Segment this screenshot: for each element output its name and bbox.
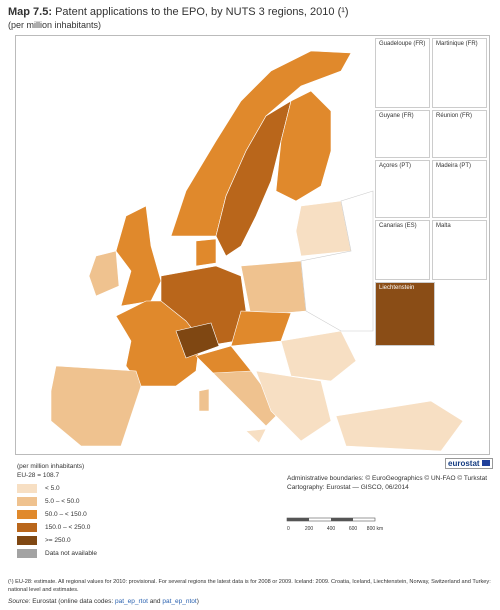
legend-swatch [17, 497, 37, 506]
region [280, 330, 357, 382]
legend-swatch [17, 536, 37, 545]
source-text: Eurostat (online data codes: [32, 598, 114, 605]
non-eu-border [300, 190, 374, 332]
legend-swatch [17, 549, 37, 558]
inset-label: Canarias (ES) [379, 223, 417, 229]
regions [50, 50, 464, 452]
data-code: pat_ep_rtot [114, 598, 148, 605]
credit: Cartography: Eurostat — GISCO, 06/2014 [287, 484, 409, 491]
inset-label: Liechtenstein [379, 285, 415, 291]
legend-swatch [17, 484, 37, 493]
region [295, 200, 352, 257]
legend-label: Data not available [45, 550, 98, 557]
map-frame: Guadeloupe (FR) Martinique (FR) Guyane (… [15, 35, 490, 455]
scale-label: 0 [287, 526, 290, 532]
source-text: ) [196, 598, 199, 605]
scale-rect [331, 518, 353, 521]
legend-label: 5.0 – < 50.0 [45, 498, 80, 505]
region [212, 370, 282, 427]
logo-flag [481, 460, 490, 466]
scale-label: 800 km [367, 526, 383, 532]
source: Source: Eurostat (online data codes: pat… [8, 598, 199, 605]
inset: Açores (PT) [375, 160, 430, 218]
logo-text: eurostat [448, 459, 480, 468]
scale-label: 200 [305, 526, 314, 532]
legend-swatch [17, 510, 37, 519]
inset-label: Réunion (FR) [436, 113, 473, 119]
logo: eurostat [445, 458, 493, 469]
data-code: pat_ep_ntot [162, 598, 197, 605]
scale-rect [287, 518, 309, 521]
region [335, 400, 464, 452]
inset-label: Madeira (PT) [436, 163, 472, 169]
legend-swatch [17, 523, 37, 532]
legend-label: >= 250.0 [45, 537, 71, 544]
inset: Martinique (FR) [432, 38, 487, 108]
inset-label: Guadeloupe (FR) [379, 41, 426, 47]
scale-bar: 0 200 400 600 800 km [286, 517, 383, 532]
legend-label: 50.0 – < 150.0 [45, 511, 87, 518]
legend-unit: (per million inhabitants) [17, 463, 85, 470]
inset-label: Açores (PT) [379, 163, 412, 169]
region [195, 238, 217, 267]
region [198, 388, 210, 412]
region [255, 370, 332, 442]
legend-label: < 5.0 [45, 485, 60, 492]
inset: Madeira (PT) [432, 160, 487, 218]
region [88, 250, 120, 297]
inset: Réunion (FR) [432, 110, 487, 158]
title-text: Patent applications to the EPO, by NUTS … [55, 6, 349, 18]
inset: Guyane (FR) [375, 110, 430, 158]
subtitle: (per million inhabitants) [8, 20, 102, 30]
footnote: (¹) EU-28: estimate. All regional values… [8, 579, 491, 593]
map [50, 50, 464, 452]
inset: Canarias (ES) [375, 220, 430, 280]
source-prefix: Source: [8, 598, 31, 605]
region [50, 365, 142, 447]
map-number: Map 7.5: [8, 6, 53, 18]
region [115, 205, 162, 307]
region [275, 90, 332, 202]
inset-label: Malta [436, 223, 451, 229]
region [245, 428, 267, 444]
source-text: and [149, 598, 161, 605]
scale-label: 600 [349, 526, 358, 532]
inset-label: Martinique (FR) [436, 41, 478, 47]
region [240, 260, 307, 317]
title: Map 7.5: Patent applications to the EPO,… [8, 6, 349, 18]
scale-labels: 0 200 400 600 800 km [287, 526, 383, 532]
credit: Administrative boundaries: © EuroGeograp… [287, 475, 488, 482]
legend-average: EU-28 = 108.7 [17, 472, 60, 479]
scale-label: 400 [327, 526, 336, 532]
region [175, 322, 220, 359]
inset-label: Guyane (FR) [379, 113, 414, 119]
legend-label: 150.0 – < 250.0 [45, 524, 91, 531]
inset: Malta [432, 220, 487, 280]
inset: Liechtenstein [375, 282, 435, 346]
inset: Guadeloupe (FR) [375, 38, 430, 108]
